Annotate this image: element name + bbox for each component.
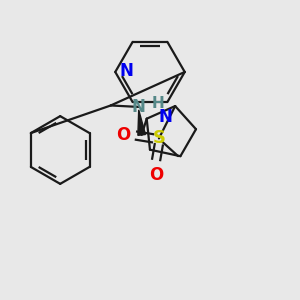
Text: H: H [152, 97, 165, 112]
Text: N: N [132, 98, 146, 116]
Polygon shape [138, 110, 146, 135]
Text: S: S [152, 129, 166, 147]
Text: N: N [158, 108, 172, 126]
Text: O: O [116, 127, 130, 145]
Text: N: N [120, 62, 134, 80]
Text: O: O [149, 166, 163, 184]
